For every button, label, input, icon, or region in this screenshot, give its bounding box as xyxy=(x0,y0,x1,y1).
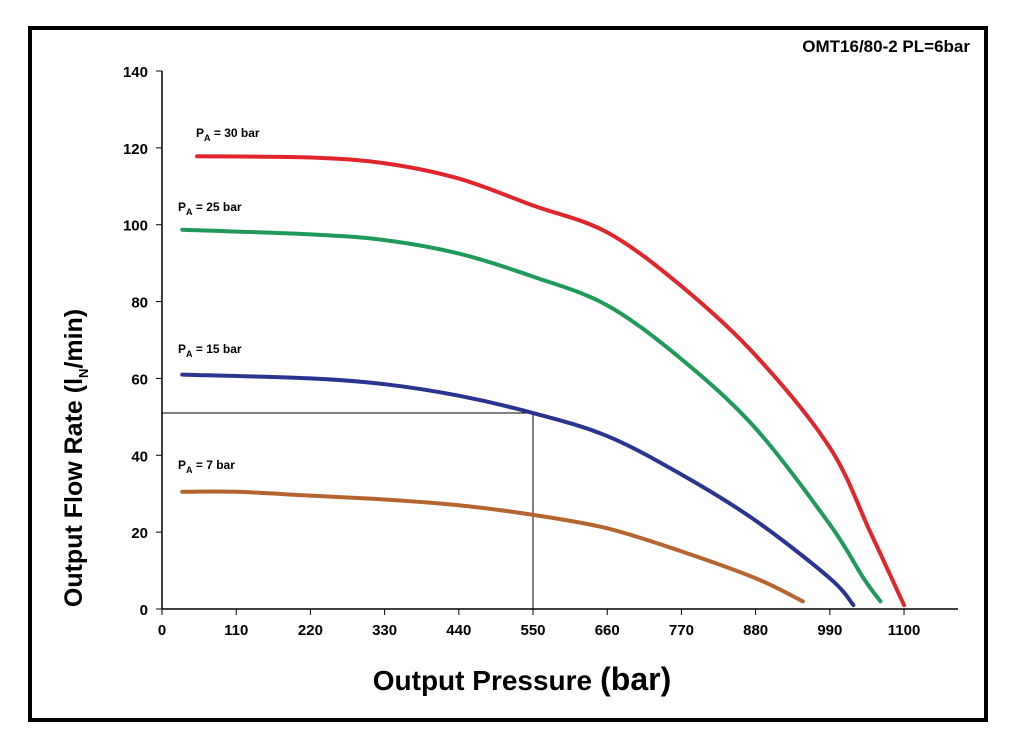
series-line-3 xyxy=(180,489,805,604)
x-axis-label: Output Pressure (bar) xyxy=(373,661,672,697)
series-line-0 xyxy=(195,154,907,608)
x-tick-label: 660 xyxy=(595,622,620,639)
series-label-p: P xyxy=(178,458,186,472)
y-axis-label: Output Flow Rate (lN/min) xyxy=(60,309,91,607)
series-label: PA = 30 bar xyxy=(196,126,260,143)
series-label: PA = 25 bar xyxy=(178,200,242,217)
x-tick-label: 770 xyxy=(669,622,694,639)
series-label-sub: A xyxy=(186,465,193,475)
series-label-p: P xyxy=(178,342,186,356)
x-tick-label: 0 xyxy=(158,622,166,639)
series-label-rest: = 15 bar xyxy=(193,342,242,356)
y-tick-label: 120 xyxy=(123,141,148,158)
y-tick-label: 80 xyxy=(131,295,148,312)
x-tick-label: 220 xyxy=(298,622,323,639)
y-tick-label: 0 xyxy=(140,602,148,619)
series-label-sub: A xyxy=(186,207,193,217)
x-tick-label: 880 xyxy=(743,622,768,639)
y-tick-label: 20 xyxy=(131,525,148,542)
chart-frame xyxy=(28,26,988,722)
series-label-rest: = 7 bar xyxy=(193,458,236,472)
series-label-rest: = 25 bar xyxy=(193,200,242,214)
series-label-p: P xyxy=(178,200,186,214)
y-tick-label: 140 xyxy=(123,64,148,81)
chart-title: OMT16/80-2 PL=6bar xyxy=(802,37,970,56)
series-label-sub: A xyxy=(204,133,211,143)
x-tick-label: 440 xyxy=(446,622,471,639)
series-label-p: P xyxy=(196,126,204,140)
series-label: PA = 15 bar xyxy=(178,342,242,359)
series-line-1 xyxy=(180,227,883,604)
x-tick-label: 550 xyxy=(521,622,546,639)
x-tick-label: 990 xyxy=(817,622,842,639)
x-tick-label: 330 xyxy=(372,622,397,639)
series-label-rest: = 30 bar xyxy=(211,126,260,140)
series-line-2 xyxy=(180,372,856,608)
y-tick-label: 60 xyxy=(131,371,148,388)
x-tick-label: 110 xyxy=(224,622,248,639)
y-tick-label: 40 xyxy=(131,448,148,465)
y-tick-label: 100 xyxy=(123,218,148,235)
series-label-sub: A xyxy=(186,349,193,359)
series-label: PA = 7 bar xyxy=(178,458,235,475)
x-tick-label: 1100 xyxy=(888,622,921,639)
